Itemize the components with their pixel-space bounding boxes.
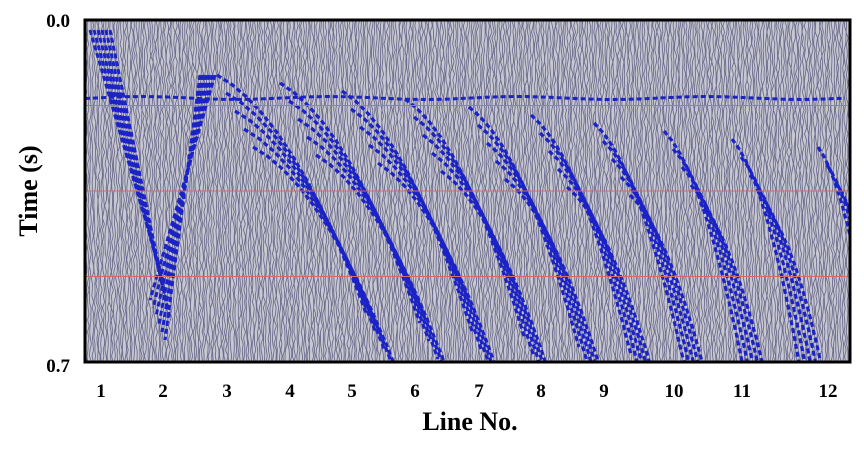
x-tick-label: 10 — [665, 381, 684, 402]
x-tick-label: 5 — [347, 381, 357, 402]
event-arrival — [88, 29, 162, 271]
event-arrival — [108, 29, 172, 321]
event-arrival — [556, 167, 648, 362]
event-arrival — [748, 174, 812, 362]
event-arrival — [377, 161, 496, 362]
x-tick-label: 7 — [474, 381, 484, 402]
event-arrival — [662, 129, 744, 362]
event-arrival — [163, 74, 202, 341]
event-arrival — [854, 219, 864, 456]
x-tick-label: 9 — [599, 381, 609, 402]
event-arrival — [671, 147, 750, 362]
event-arrival — [503, 177, 600, 362]
event-arrival — [628, 193, 704, 362]
event-arrival — [565, 185, 652, 362]
x-tick-label: 2 — [158, 381, 168, 402]
x-tick-label: 4 — [285, 381, 295, 402]
x-tick-label: 11 — [733, 381, 751, 402]
x-tick-label: 6 — [410, 381, 420, 402]
x-tick-label: 3 — [222, 381, 232, 402]
y-axis-title: Time (s) — [14, 145, 43, 236]
event-arrival — [315, 153, 446, 362]
reflection-band — [85, 94, 846, 102]
event-arrival — [440, 169, 548, 362]
event-arrival — [538, 131, 639, 362]
y-tick-label-bottom: 0.7 — [46, 356, 70, 377]
x-axis-title: Line No. — [422, 407, 517, 436]
event-layer — [85, 29, 864, 456]
event-arrival — [610, 157, 695, 362]
event-arrival — [730, 138, 801, 362]
x-tick-label: 8 — [536, 381, 546, 402]
event-arrival — [96, 29, 166, 291]
plot-frame — [83, 18, 852, 364]
event-arrival — [157, 74, 208, 325]
event-arrival — [698, 201, 764, 362]
x-tick-label: 1 — [96, 381, 106, 402]
event-arrival — [601, 139, 691, 362]
event-arrival — [529, 113, 633, 356]
event-arrival — [92, 29, 164, 281]
x-tick-label: 12 — [819, 381, 838, 402]
event-arrival — [739, 156, 807, 362]
event-arrival — [100, 29, 168, 301]
x-tick-labels: 1 2 3 4 5 6 7 8 9 10 11 12 — [96, 381, 837, 402]
timing-lines — [85, 105, 850, 277]
event-arrival — [689, 183, 760, 362]
event-arrival — [619, 175, 700, 362]
event-arrival — [148, 74, 217, 301]
event-arrival — [547, 149, 644, 362]
y-tick-label-top: 0.0 — [46, 11, 70, 32]
event-arrival — [680, 165, 755, 362]
event-arrival — [494, 159, 597, 362]
